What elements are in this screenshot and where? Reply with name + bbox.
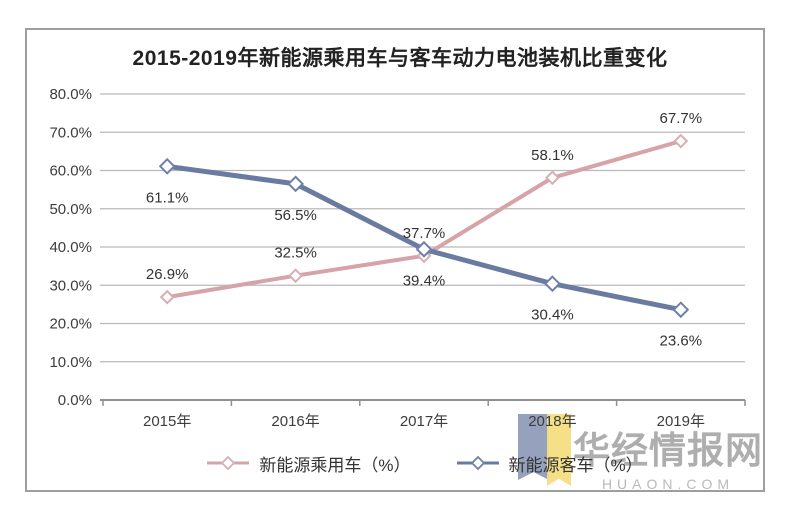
chart-title: 2015-2019年新能源乘用车与客车动力电池装机比重变化 xyxy=(132,47,668,70)
watermark-ribbon-yellow xyxy=(547,414,571,486)
data-point-label: 23.6% xyxy=(660,333,703,350)
legend-marker-icon xyxy=(207,455,250,471)
data-point-label: 30.4% xyxy=(531,307,574,324)
legend-marker-icon xyxy=(456,455,499,471)
data-point-marker xyxy=(543,275,561,293)
data-point-label: 58.1% xyxy=(531,147,574,164)
watermark-text: 华经情报网 HUAON.COM xyxy=(572,420,764,492)
y-tick-label: 50.0% xyxy=(49,201,92,218)
data-point-label: 61.1% xyxy=(146,189,189,206)
y-tick-label: 30.0% xyxy=(49,277,92,294)
data-point-marker xyxy=(415,240,433,258)
data-point-label: 56.5% xyxy=(274,207,317,224)
y-tick-label: 20.0% xyxy=(49,316,92,333)
y-tick-label: 10.0% xyxy=(49,354,92,371)
x-tick-label: 2015年 xyxy=(143,413,191,430)
chart-legend: 新能源乘用车（%） 新能源客车（%） xyxy=(103,450,745,476)
legend-item: 新能源乘用车（%） xyxy=(205,451,411,476)
watermark-ribbon-icon xyxy=(518,414,576,486)
data-point-label: 37.7% xyxy=(403,225,446,242)
legend-label: 新能源乘用车（%） xyxy=(259,455,411,475)
x-tick-label: 2018年 xyxy=(528,413,576,430)
y-tick-label: 70.0% xyxy=(49,124,92,141)
x-tick-label: 2017年 xyxy=(400,413,448,430)
y-tick-label: 80.0% xyxy=(49,86,92,103)
x-tick-label: 2016年 xyxy=(271,413,319,430)
data-point-label: 39.4% xyxy=(403,272,446,289)
data-point-label: 26.9% xyxy=(146,266,189,283)
data-point-marker xyxy=(159,289,175,305)
data-point-marker xyxy=(672,301,690,319)
data-point-marker xyxy=(158,157,176,175)
y-tick-label: 60.0% xyxy=(49,163,92,180)
data-point-marker xyxy=(287,175,305,193)
watermark-site-name: 华经情报网 xyxy=(573,431,763,472)
data-point-marker xyxy=(544,170,560,186)
watermark-site-domain: HUAON.COM xyxy=(601,476,735,492)
data-point-marker xyxy=(673,133,689,149)
data-point-marker xyxy=(288,268,304,284)
data-point-label: 32.5% xyxy=(274,245,317,262)
legend-item: 新能源客车（%） xyxy=(455,451,643,476)
y-tick-label: 40.0% xyxy=(49,239,92,256)
watermark-ribbon-blue xyxy=(518,414,549,480)
data-point-label: 67.7% xyxy=(660,110,703,127)
y-tick-label: 0.0% xyxy=(58,392,92,409)
legend-label: 新能源客车（%） xyxy=(508,455,643,475)
x-tick-label: 2019年 xyxy=(657,413,705,430)
